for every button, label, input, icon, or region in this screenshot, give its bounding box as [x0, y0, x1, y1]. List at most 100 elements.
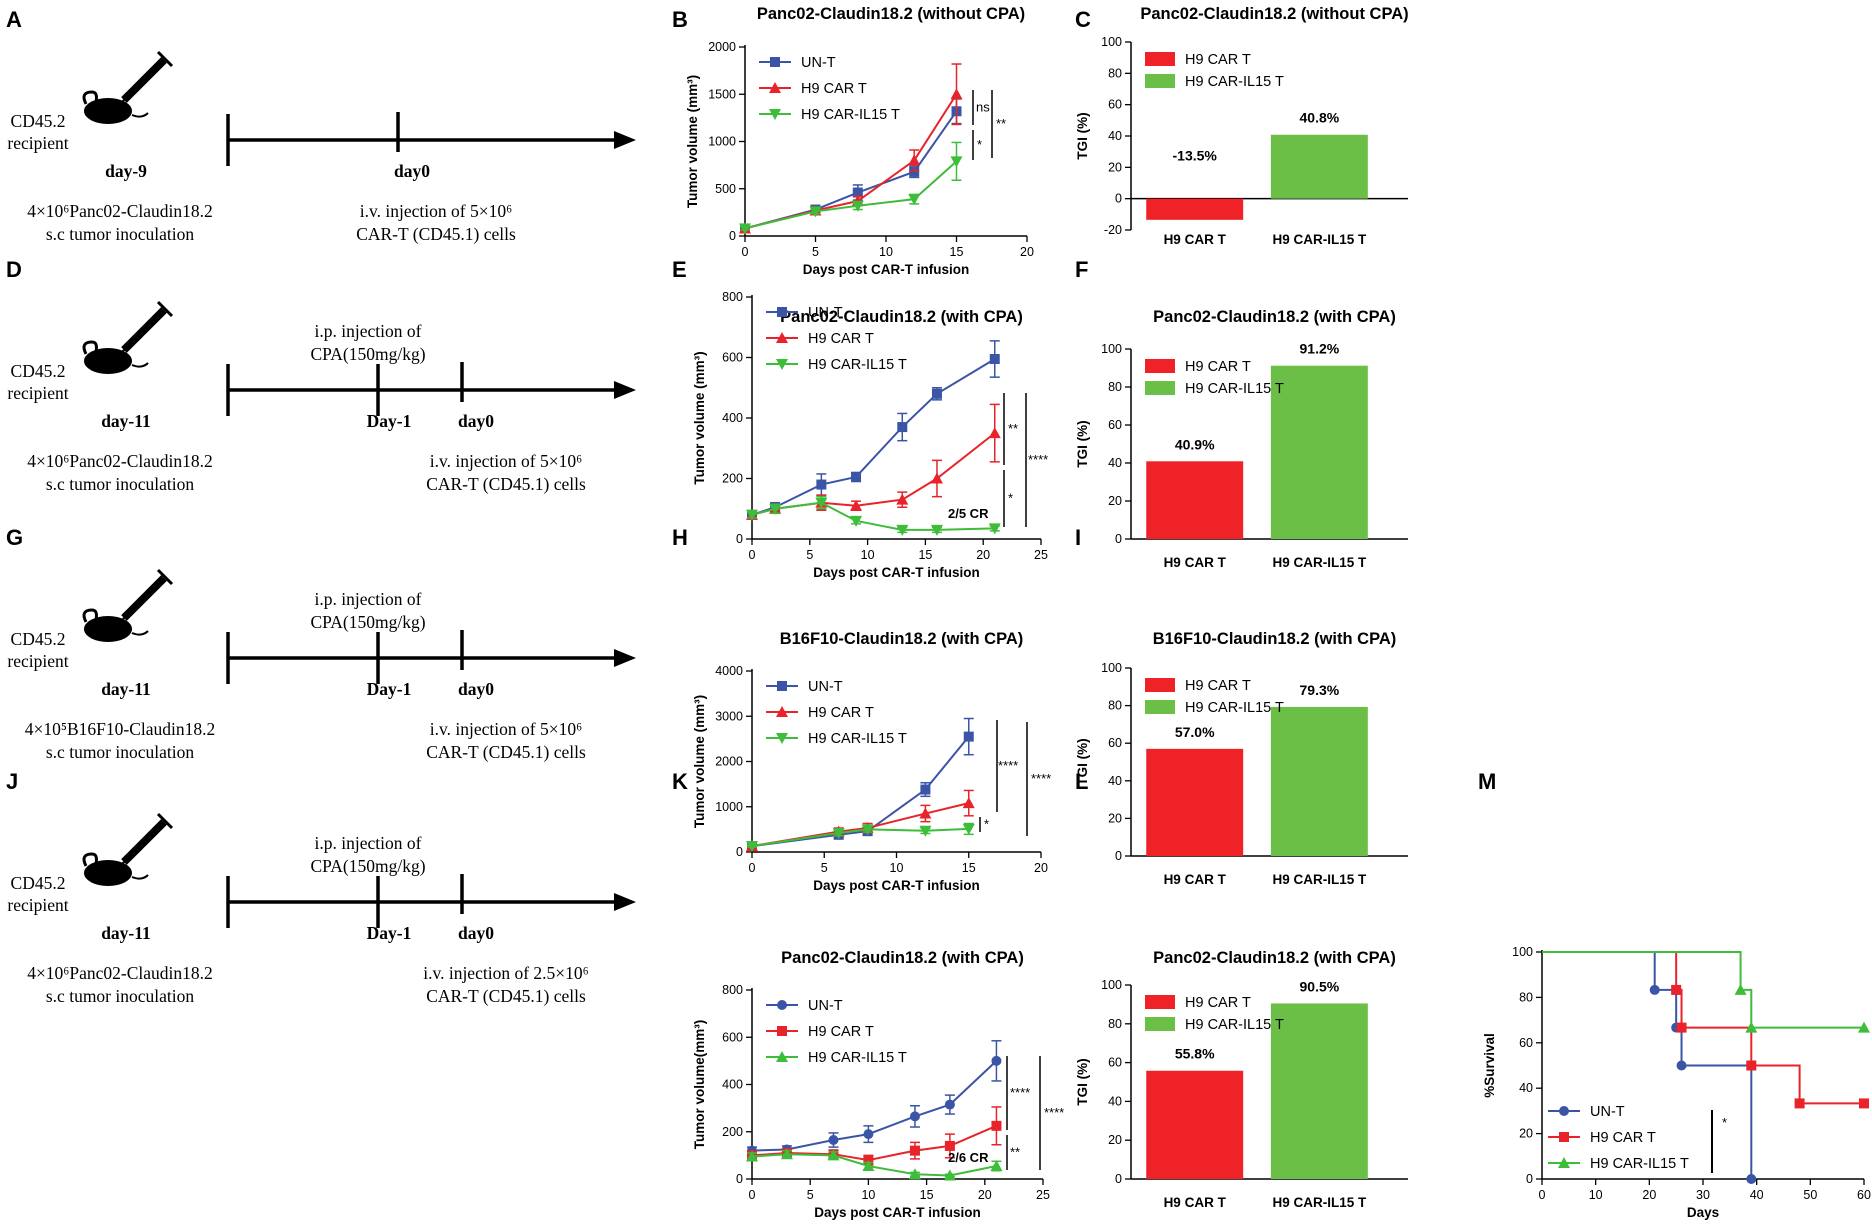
category-label: H9 CAR T	[1164, 555, 1227, 570]
data-point	[827, 1149, 840, 1161]
x-tick-label: 10	[890, 861, 904, 875]
y-tick-label: 0	[736, 1172, 743, 1186]
line-chart-b: Panc02-Claudin18.2 (without CPA) 0 500 1000…	[685, 5, 1034, 277]
data-point	[962, 797, 975, 809]
x-tick-label: 50	[1803, 1188, 1817, 1202]
survival-censor-mark	[1859, 1098, 1869, 1109]
mid-day-label: Day-1	[367, 679, 412, 699]
chart-title: Panc02-Claudin18.2 (with CPA)	[781, 949, 1024, 967]
chart-title: Panc02-Claudin18.2 (with CPA)	[1153, 949, 1396, 967]
legend-marker	[769, 82, 781, 93]
mouse-injection-icon	[82, 300, 174, 374]
y-tick-label: 500	[715, 182, 736, 196]
bar-value-label: 40.9%	[1175, 436, 1215, 452]
panel-letter-a: A	[6, 7, 22, 32]
mouse-body	[84, 860, 132, 886]
timeline-arrowhead	[614, 893, 636, 911]
y-axis-label: Tumor volume (mm³)	[692, 695, 707, 828]
category-label: H9 CAR T	[1164, 872, 1227, 887]
legend-label: H9 CAR T	[1185, 678, 1251, 694]
legend-label: H9 CAR-IL15 T	[1185, 74, 1284, 90]
y-tick-label: 80	[1108, 1017, 1122, 1031]
y-axis-label: TGI (%)	[1075, 738, 1090, 785]
x-tick-label: 5	[812, 245, 819, 259]
legend: UN-T H9 CAR T H9 CAR-IL15 T	[766, 998, 907, 1066]
data-point	[944, 1140, 955, 1151]
data-point	[739, 223, 751, 235]
y-tick-label: 2000	[715, 755, 743, 769]
injection-text: i.v. injection of 5×10⁶	[430, 451, 582, 471]
syringe-barrel	[121, 307, 167, 353]
data-point	[919, 825, 932, 837]
y-tick-label: 100	[1512, 945, 1533, 959]
y-tick-label: 0	[736, 532, 743, 546]
x-tick-label: 0	[742, 245, 749, 259]
y-tick-label: 80	[1108, 380, 1122, 394]
bar-chart-c: Panc02-Claudin18.2 (without CPA) -20 0 20 40…	[1075, 5, 1409, 247]
y-tick-label: 20	[1108, 1133, 1122, 1147]
y-tick-label: 60	[1519, 1036, 1533, 1050]
mouse-tail	[131, 630, 149, 636]
y-tick-label: 100	[1101, 35, 1122, 49]
legend-marker	[1558, 1157, 1570, 1168]
data-point	[863, 1129, 874, 1140]
x-tick-label: 10	[1589, 1188, 1603, 1202]
mouse-tail	[131, 874, 149, 880]
y-tick-label: 0	[729, 229, 736, 243]
x-tick-label: 15	[962, 861, 976, 875]
injection-text: CAR-T (CD45.1) cells	[426, 474, 586, 494]
recipient-label: recipient	[7, 651, 68, 671]
significance-label: *	[1008, 491, 1013, 506]
panel-letter-l: L	[1075, 769, 1088, 794]
x-tick-label: 60	[1857, 1188, 1871, 1202]
bar-value-label: -13.5%	[1173, 148, 1218, 164]
end-day-label: day0	[458, 679, 494, 699]
survival-censor-mark	[1794, 1098, 1805, 1109]
x-tick-label: 5	[807, 1188, 814, 1202]
data-point	[930, 472, 943, 484]
legend-marker	[777, 307, 787, 317]
y-tick-label: 100	[1101, 661, 1122, 675]
recipient-label: recipient	[7, 895, 68, 915]
timeline-arrowhead	[614, 381, 636, 399]
inoculation-text: 4×10⁶Panc02-Claudin18.2	[27, 201, 213, 221]
data-point	[991, 1120, 1002, 1131]
y-tick-label: 60	[1108, 1056, 1122, 1070]
start-day-label: day-9	[105, 161, 147, 181]
data-point	[920, 784, 931, 795]
y-tick-label: 800	[722, 983, 743, 997]
legend-marker	[776, 359, 788, 370]
legend: UN-T H9 CAR T H9 CAR-IL15 T	[766, 305, 907, 373]
data-point	[908, 154, 921, 166]
y-tick-label: 60	[1108, 418, 1122, 432]
legend-marker	[776, 1051, 788, 1062]
x-tick-label: 5	[806, 548, 813, 562]
x-tick-label: 0	[1539, 1188, 1546, 1202]
y-tick-label: 40	[1108, 129, 1122, 143]
y-tick-label: 0	[1115, 532, 1122, 546]
y-tick-label: 40	[1108, 456, 1122, 470]
x-tick-label: 20	[978, 1188, 992, 1202]
chart-title: B16F10-Claudin18.2 (with CPA)	[1153, 630, 1397, 648]
survival-censor-mark	[1676, 1022, 1687, 1033]
mouse-ear	[82, 90, 98, 105]
legend: UN-T H9 CAR T H9 CAR-IL15 T	[766, 679, 907, 747]
survival-censor-mark	[1676, 1060, 1687, 1071]
recipient-label: CD45.2	[11, 629, 66, 649]
timeline-arrowhead	[614, 131, 636, 149]
significance-label: ns	[976, 100, 990, 115]
line-chart-h: B16F10-Claudin18.2 (with CPA) 0 1000 2000 30…	[692, 630, 1051, 893]
y-tick-label: -20	[1104, 223, 1122, 237]
y-axis-label: TGI (%)	[1075, 112, 1090, 159]
data-point	[851, 200, 864, 212]
significance-label: **	[1008, 421, 1018, 436]
y-tick-label: 3000	[715, 709, 743, 723]
legend-swatch	[1145, 381, 1175, 395]
data-point	[809, 206, 822, 218]
legend-label: H9 CAR-IL15 T	[1185, 381, 1284, 397]
y-axis-label: TGI (%)	[1075, 1058, 1090, 1105]
bar-value-label: 91.2%	[1300, 341, 1340, 357]
legend-marker	[776, 733, 788, 744]
